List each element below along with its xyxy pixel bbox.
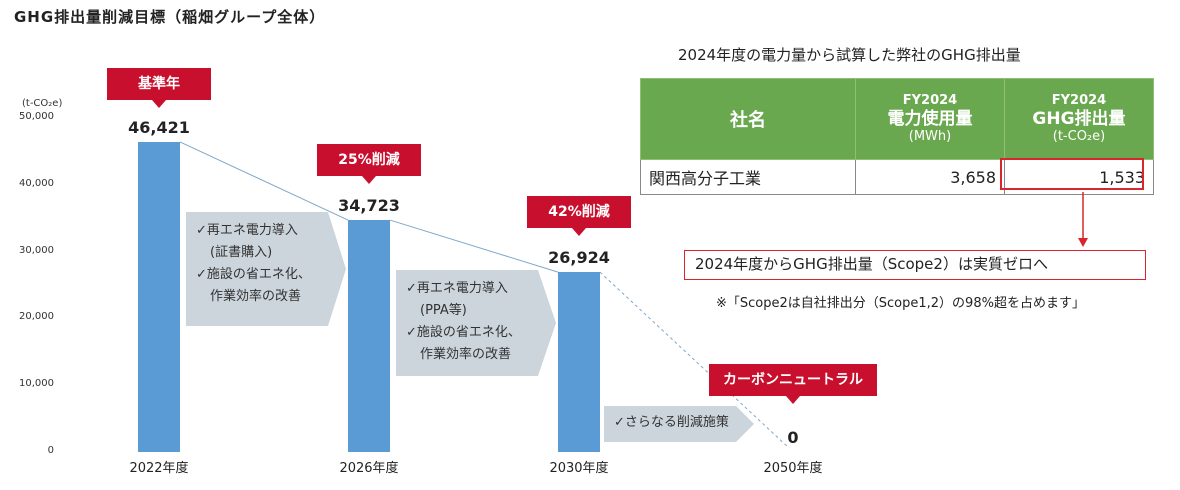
y-tick-label: 0 (47, 445, 54, 456)
callout-label: 42%削減 (527, 196, 631, 236)
side-table: 社名 FY2024 電力使用量 (MWh) FY2024 GHG排出量 (t-C… (640, 78, 1154, 195)
measure-line: ✓再エネ電力導入 (196, 223, 298, 238)
x-tick-label: 2022年度 (129, 461, 189, 476)
measure-text: ✓再エネ電力導入 (証書購入) ✓施設の省エネ化、 作業効率の改善 (196, 220, 311, 308)
bar (348, 220, 390, 452)
measure-arrow: ✓再エネ電力導入 (PPA等) ✓施設の省エネ化、 作業効率の改善 (396, 270, 556, 376)
y-tick-label: 20,000 (19, 311, 54, 323)
down-arrow-icon (1078, 192, 1088, 247)
measure-line: (証書購入) (210, 245, 273, 260)
measure-line: 作業効率の改善 (210, 289, 302, 304)
measure-arrow: ✓さらなる削減施策 (604, 406, 754, 442)
measure-line: ✓さらなる削減施策 (614, 415, 729, 430)
header-ghg-unit: (t-CO₂e) (1052, 129, 1106, 144)
y-tick-label: 40,000 (19, 177, 54, 189)
value-label: 34,723 (338, 196, 400, 216)
bar (138, 141, 180, 452)
callout-label: 基準年 (107, 68, 211, 108)
header-company: 社名 (640, 78, 856, 160)
x-tick-label: 2050年度 (763, 461, 823, 476)
claim-box: 2024年度からGHG排出量（Scope2）は実質ゼロへ (684, 250, 1146, 280)
trend-line (179, 141, 349, 221)
side-table-title: 2024年度の電力量から試算した弊社のGHG排出量 (678, 46, 1021, 64)
x-tick-label: 2026年度 (339, 461, 399, 476)
measure-line: 作業効率の改善 (420, 347, 512, 362)
measure-text: ✓再エネ電力導入 (PPA等) ✓施設の省エネ化、 作業効率の改善 (406, 278, 521, 366)
arrow-shape (396, 270, 556, 376)
measure-text: ✓さらなる削減施策 (614, 412, 729, 434)
y-tick-label: 30,000 (19, 244, 54, 256)
measure-line: (PPA等) (420, 303, 467, 318)
x-tick-label: 2030年度 (549, 461, 609, 476)
measure-line: ✓施設の省エネ化、 (196, 267, 311, 282)
row-company: 関西高分子工業 (640, 159, 856, 195)
unit-label: (t-CO₂e) (22, 98, 63, 109)
header-ghg-fy: FY2024 (1051, 93, 1107, 108)
header-power-label: 電力使用量 (887, 109, 973, 129)
y-tick-label: 50,000 (19, 111, 54, 122)
header-ghg: FY2024 GHG排出量 (t-CO₂e) (1004, 78, 1154, 160)
trend-line (389, 219, 559, 273)
header-ghg-label: GHG排出量 (1032, 109, 1126, 129)
bar (558, 272, 600, 452)
measure-arrow: ✓再エネ電力導入 (証書購入) ✓施設の省エネ化、 作業効率の改善 (186, 212, 346, 326)
trend-line (599, 271, 790, 449)
page-title: GHG排出量削減目標（稲畑グループ全体） (14, 8, 326, 26)
callout-label: カーボンニュートラル (709, 364, 877, 404)
highlight-box (1000, 158, 1144, 190)
header-power-unit: (MWh) (908, 129, 952, 144)
callout-label: 25%削減 (317, 144, 421, 184)
arrow-shape (604, 406, 754, 442)
y-tick-label: 10,000 (19, 378, 54, 390)
measure-line: ✓施設の省エネ化、 (406, 325, 521, 340)
value-label: 26,924 (548, 248, 610, 268)
header-power-fy: FY2024 (902, 93, 958, 108)
row-power: 3,658 (855, 159, 1005, 195)
arrow-shape (186, 212, 346, 326)
value-label: 0 (787, 428, 799, 447)
value-label: 46,421 (128, 117, 190, 137)
footnote: ※「Scope2は自社排出分（Scope1,2）の98%超を占めます」 (716, 296, 1085, 311)
header-power: FY2024 電力使用量 (MWh) (855, 78, 1005, 160)
measure-line: ✓再エネ電力導入 (406, 281, 508, 296)
